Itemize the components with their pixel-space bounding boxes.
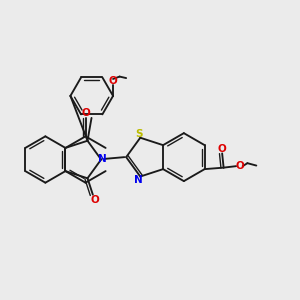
Text: O: O — [236, 161, 244, 171]
Text: O: O — [81, 108, 90, 118]
Text: O: O — [90, 195, 99, 205]
Text: O: O — [109, 76, 117, 86]
Text: S: S — [136, 129, 143, 139]
Text: N: N — [134, 176, 142, 185]
Text: O: O — [218, 144, 226, 154]
Text: N: N — [98, 154, 106, 164]
